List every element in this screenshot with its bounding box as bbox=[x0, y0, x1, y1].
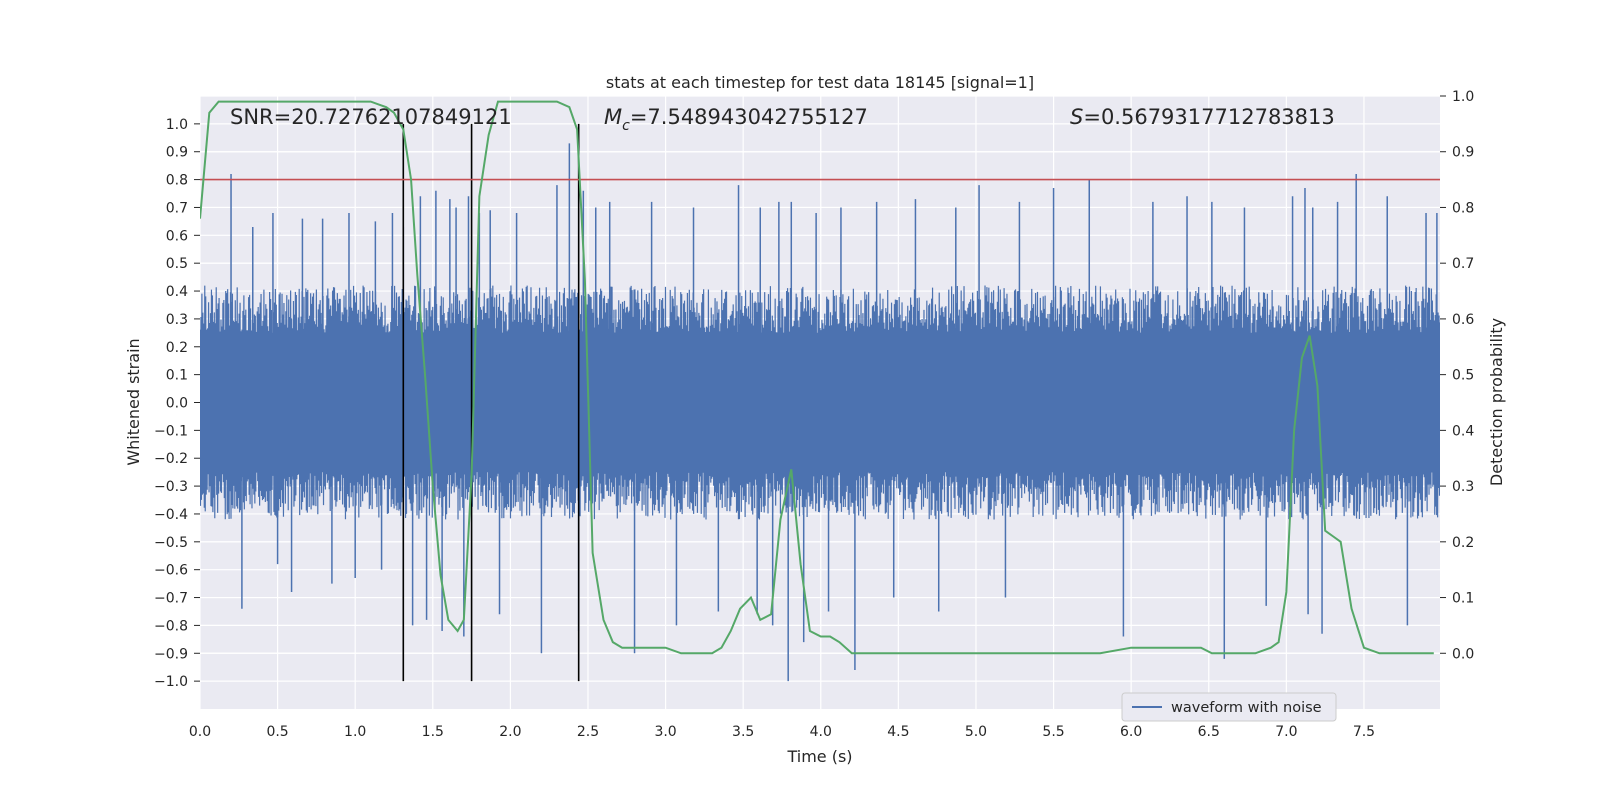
x-axis-ticks: 0.0 0.5 1.0 1.5 2.0 2.5 3.0 3.5 4.0 4.5 5.0 5.5 6.0 6… bbox=[189, 724, 1375, 740]
x-axis-label: Time (s) bbox=[786, 747, 852, 766]
y-left-tick-3: 0.7 bbox=[166, 200, 188, 216]
y-left-tick-14: −0.4 bbox=[154, 507, 188, 523]
x-tick-2: 1.0 bbox=[344, 724, 366, 740]
y-right-tick-4: 0.6 bbox=[1452, 312, 1474, 328]
y-left-tick-0: 1.0 bbox=[166, 117, 188, 133]
y-left-tick-13: −0.3 bbox=[154, 479, 188, 495]
y-left-tick-9: 0.1 bbox=[166, 368, 188, 384]
legend: waveform with noise bbox=[1121, 692, 1337, 722]
chirp-mass-annotation: Mc=7.548943042755127 bbox=[604, 105, 868, 134]
y-left-tick-4: 0.6 bbox=[166, 228, 188, 244]
score-symbol: S bbox=[1070, 105, 1083, 129]
y-right-tick-0: 1.0 bbox=[1452, 89, 1474, 105]
y-left-tick-2: 0.8 bbox=[166, 173, 188, 189]
x-tick-5: 2.5 bbox=[577, 724, 599, 740]
chirp-mass-symbol: M bbox=[604, 105, 622, 129]
y-right-tick-3: 0.7 bbox=[1452, 256, 1474, 272]
y-left-tick-1: 0.9 bbox=[166, 145, 188, 161]
y-left-tick-20: −1.0 bbox=[154, 674, 188, 690]
legend-label-waveform: waveform with noise bbox=[1171, 700, 1322, 716]
y-axis-right-ticks: 1.0 0.9 0.8 0.7 0.6 0.5 0.4 0.3 0.2 0.1 0.0 bbox=[1440, 89, 1474, 662]
x-tick-10: 5.0 bbox=[965, 724, 987, 740]
y-axis-right-label: Detection probability bbox=[1487, 318, 1506, 486]
legend-box bbox=[1121, 692, 1337, 722]
marker-lines bbox=[402, 123, 580, 682]
chart-title: stats at each timestep for test data 181… bbox=[606, 73, 1034, 92]
x-tick-1: 0.5 bbox=[266, 724, 288, 740]
y-left-tick-7: 0.3 bbox=[166, 312, 188, 328]
x-tick-4: 2.0 bbox=[499, 724, 521, 740]
x-tick-9: 4.5 bbox=[887, 724, 909, 740]
probability-line bbox=[200, 100, 1434, 655]
y-left-tick-5: 0.5 bbox=[166, 256, 188, 272]
y-left-tick-6: 0.4 bbox=[166, 284, 188, 300]
x-tick-0: 0.0 bbox=[189, 724, 211, 740]
y-right-tick-2: 0.8 bbox=[1452, 200, 1474, 216]
chirp-mass-subscript: c bbox=[622, 118, 630, 134]
y-left-tick-11: −0.1 bbox=[154, 423, 188, 439]
waveform-line bbox=[200, 285, 1440, 520]
y-left-tick-8: 0.2 bbox=[166, 340, 188, 356]
y-right-tick-7: 0.3 bbox=[1452, 479, 1474, 495]
waveform-series bbox=[200, 143, 1440, 682]
y-axis-left-label: Whitened strain bbox=[124, 338, 143, 465]
y-right-tick-10: 0.0 bbox=[1452, 646, 1474, 662]
y-left-tick-18: −0.8 bbox=[154, 618, 188, 634]
probability-series bbox=[200, 100, 1434, 655]
y-left-tick-10: 0.0 bbox=[166, 396, 188, 412]
x-tick-12: 6.0 bbox=[1120, 724, 1142, 740]
y-left-tick-17: −0.7 bbox=[154, 591, 188, 607]
x-tick-7: 3.5 bbox=[732, 724, 754, 740]
score-value: =0.5679317712783813 bbox=[1083, 105, 1334, 129]
y-left-tick-19: −0.9 bbox=[154, 646, 188, 662]
snr-annotation: SNR=20.72762107849121 bbox=[230, 105, 512, 129]
chirp-mass-value: =7.548943042755127 bbox=[630, 105, 868, 129]
y-right-tick-6: 0.4 bbox=[1452, 423, 1474, 439]
x-tick-13: 6.5 bbox=[1198, 724, 1220, 740]
x-tick-3: 1.5 bbox=[422, 724, 444, 740]
y-left-tick-12: −0.2 bbox=[154, 451, 188, 467]
x-tick-8: 4.0 bbox=[810, 724, 832, 740]
y-left-tick-15: −0.5 bbox=[154, 535, 188, 551]
x-tick-15: 7.5 bbox=[1353, 724, 1375, 740]
x-tick-11: 5.5 bbox=[1042, 724, 1064, 740]
x-tick-6: 3.0 bbox=[654, 724, 676, 740]
score-annotation: S=0.5679317712783813 bbox=[1070, 105, 1335, 129]
y-right-tick-9: 0.1 bbox=[1452, 591, 1474, 607]
y-right-tick-8: 0.2 bbox=[1452, 535, 1474, 551]
x-tick-14: 7.0 bbox=[1275, 724, 1297, 740]
y-right-tick-1: 0.9 bbox=[1452, 145, 1474, 161]
y-right-tick-5: 0.5 bbox=[1452, 368, 1474, 384]
y-left-tick-16: −0.6 bbox=[154, 563, 188, 579]
y-axis-left-ticks: 1.0 0.9 0.8 0.7 0.6 0.5 0.4 0.3 0.2 0.1 0.0 −0.1 −0.… bbox=[154, 117, 200, 690]
